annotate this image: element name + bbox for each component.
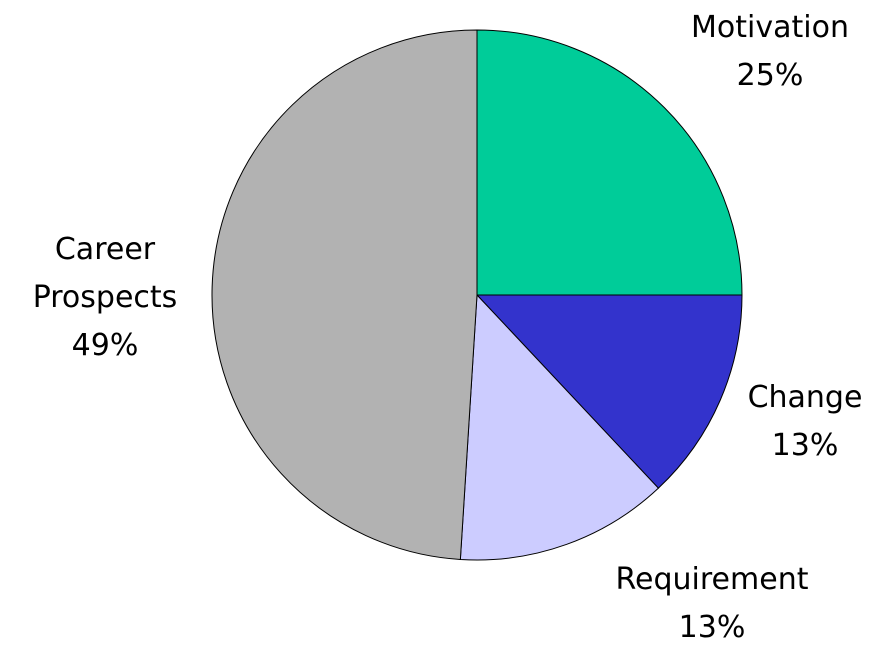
pie-slice bbox=[211, 29, 478, 561]
category-label: Change bbox=[747, 380, 863, 415]
value-label: 25% bbox=[736, 58, 804, 93]
pie-slice bbox=[475, 294, 743, 489]
slice-label: Career Prospects 49% bbox=[5, 226, 205, 370]
value-label: 49% bbox=[71, 328, 139, 363]
category-label: Career Prospects bbox=[32, 232, 178, 315]
pie-slice bbox=[459, 293, 660, 561]
value-label: 13% bbox=[771, 428, 839, 463]
slice-label: Motivation 25% bbox=[650, 4, 890, 100]
slice-label: Requirement 13% bbox=[582, 556, 842, 652]
slice-label: Change 13% bbox=[705, 374, 891, 470]
category-label: Motivation bbox=[691, 10, 849, 45]
value-label: 13% bbox=[678, 610, 746, 645]
category-label: Requirement bbox=[615, 562, 809, 597]
pie-slice bbox=[476, 29, 743, 296]
